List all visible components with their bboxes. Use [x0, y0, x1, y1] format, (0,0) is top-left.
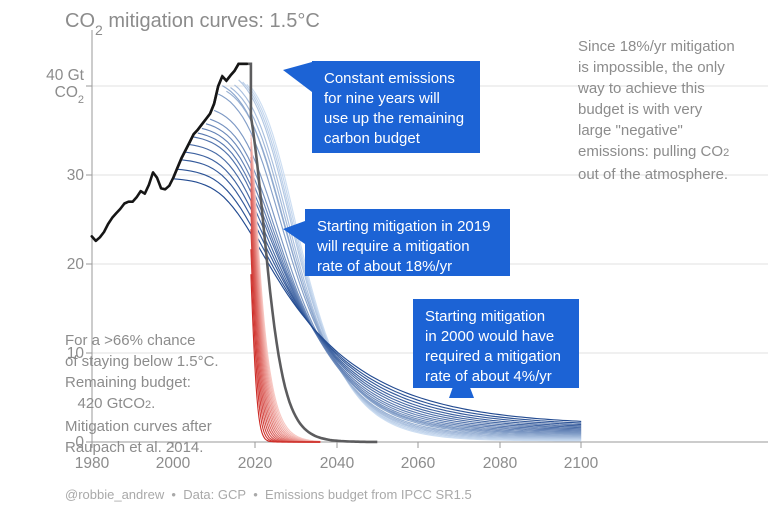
svg-text:2100: 2100 [564, 455, 599, 472]
svg-text:2040: 2040 [320, 455, 355, 472]
svg-text:20: 20 [67, 256, 85, 273]
svg-text:40 Gt: 40 Gt [46, 67, 85, 84]
svg-text:2080: 2080 [483, 455, 518, 472]
svg-text:30: 30 [67, 167, 85, 184]
svg-text:2060: 2060 [401, 455, 436, 472]
